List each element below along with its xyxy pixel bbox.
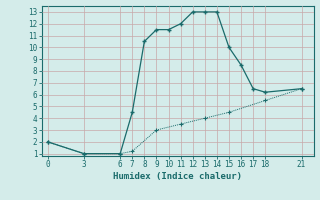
X-axis label: Humidex (Indice chaleur): Humidex (Indice chaleur) <box>113 172 242 181</box>
